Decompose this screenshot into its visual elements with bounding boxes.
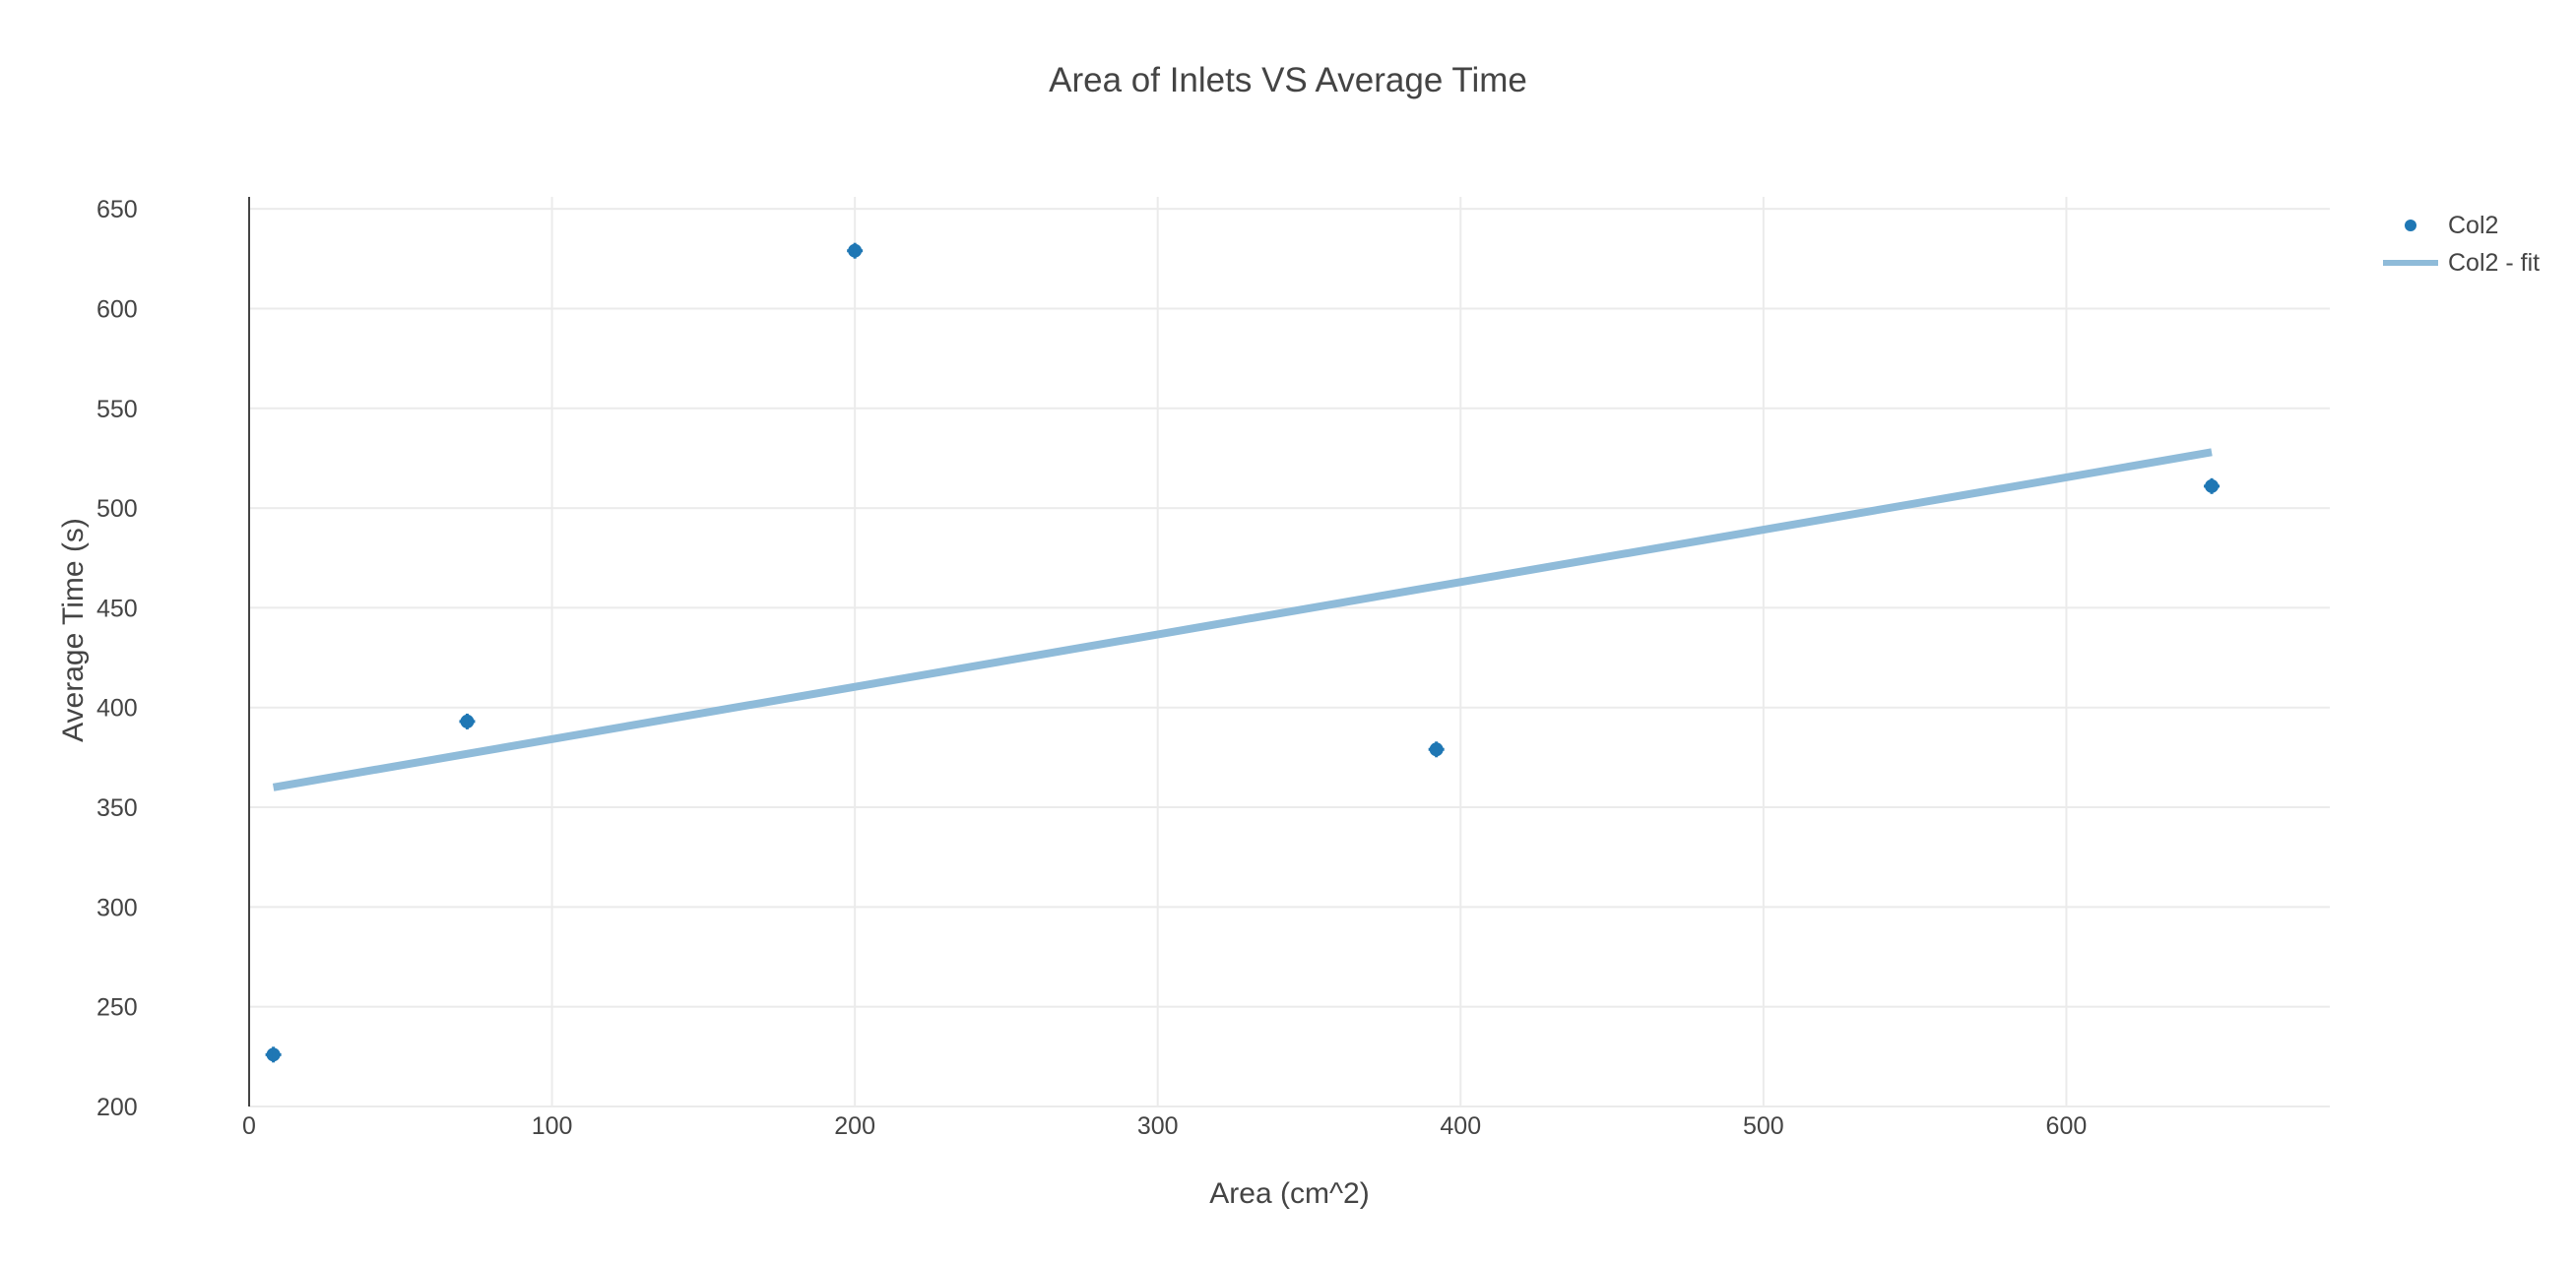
legend-marker-icon (2381, 207, 2440, 244)
x-tick-label: 500 (1743, 1112, 1784, 1140)
y-tick-label: 300 (97, 894, 138, 921)
chart-title: Area of Inlets VS Average Time (1049, 61, 1527, 99)
legend-line-icon (2381, 244, 2440, 282)
legend-label-col2-fit: Col2 - fit (2448, 248, 2541, 277)
y-tick-label: 650 (97, 196, 138, 223)
x-tick-label: 300 (1137, 1112, 1179, 1140)
y-tick-label: 450 (97, 595, 138, 622)
x-tick-label: 400 (1440, 1112, 1481, 1140)
y-tick-label: 200 (97, 1094, 138, 1121)
x-tick-label: 0 (242, 1112, 256, 1140)
y-tick-label: 250 (97, 994, 138, 1022)
y-tick-label: 350 (97, 794, 138, 822)
x-tick-label: 100 (532, 1112, 573, 1140)
grid (249, 197, 2330, 1107)
fit-line (272, 448, 2213, 791)
legend-label-col2: Col2 (2448, 211, 2499, 239)
x-tick-label: 200 (834, 1112, 875, 1140)
x-axis-label: Area (cm^2) (1209, 1177, 1370, 1210)
y-tick-label: 400 (97, 695, 138, 723)
y-tick-label: 600 (97, 295, 138, 323)
y-tick-label: 500 (97, 495, 138, 523)
legend-item-col2-fit[interactable]: Col2 - fit (2381, 244, 2540, 282)
x-tick-label: 600 (2046, 1112, 2088, 1140)
y-tick-labels: 200 250 300 350 400 450 500 550 600 650 (97, 196, 138, 1121)
legend-item-col2[interactable]: Col2 (2381, 207, 2540, 244)
legend[interactable]: Col2 Col2 - fit (2381, 207, 2540, 282)
y-tick-label: 550 (97, 396, 138, 423)
x-tick-labels: 0 100 200 300 400 500 600 (242, 1112, 2087, 1140)
series-layer (265, 242, 2221, 1063)
y-axis-label: Average Time (s) (57, 518, 90, 742)
